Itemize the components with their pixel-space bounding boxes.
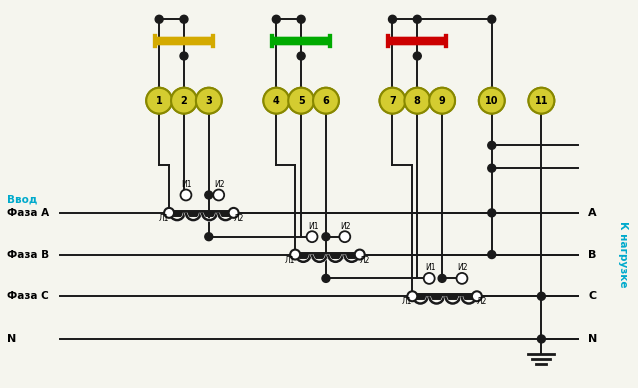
Text: Фаза С: Фаза С — [7, 291, 49, 301]
Circle shape — [488, 141, 496, 149]
Text: 10: 10 — [485, 96, 498, 106]
Text: N: N — [7, 334, 17, 344]
Circle shape — [413, 15, 421, 23]
Circle shape — [380, 88, 405, 114]
Circle shape — [290, 249, 300, 260]
Circle shape — [322, 233, 330, 241]
Text: 8: 8 — [414, 96, 420, 106]
Circle shape — [488, 15, 496, 23]
Circle shape — [413, 52, 421, 60]
Circle shape — [313, 88, 339, 114]
Circle shape — [196, 88, 221, 114]
Text: 3: 3 — [205, 96, 212, 106]
Text: 10: 10 — [485, 96, 498, 106]
Text: Фаза А: Фаза А — [7, 208, 49, 218]
Text: Фаза В: Фаза В — [7, 249, 49, 260]
Text: 11: 11 — [535, 96, 548, 106]
Circle shape — [488, 209, 496, 217]
Circle shape — [313, 88, 339, 114]
Circle shape — [288, 88, 314, 114]
Text: N: N — [588, 334, 597, 344]
Circle shape — [380, 88, 405, 114]
Text: 7: 7 — [389, 96, 396, 106]
Circle shape — [479, 88, 505, 114]
Text: 8: 8 — [414, 96, 420, 106]
Circle shape — [424, 273, 434, 284]
Text: 4: 4 — [273, 96, 279, 106]
Circle shape — [307, 231, 318, 242]
Text: 5: 5 — [298, 96, 304, 106]
Circle shape — [407, 291, 417, 301]
Text: Л1: Л1 — [159, 214, 169, 223]
Circle shape — [263, 88, 289, 114]
Text: И1: И1 — [425, 263, 436, 272]
Text: И2: И2 — [214, 180, 225, 189]
Circle shape — [355, 249, 365, 260]
Text: B: B — [588, 249, 597, 260]
Circle shape — [181, 189, 191, 201]
Circle shape — [180, 15, 188, 23]
Circle shape — [146, 88, 172, 114]
Text: 4: 4 — [273, 96, 279, 106]
Circle shape — [297, 52, 305, 60]
Text: И2: И2 — [341, 222, 351, 231]
Text: К нагрузке: К нагрузке — [618, 221, 628, 288]
Circle shape — [528, 88, 554, 114]
Circle shape — [537, 335, 545, 343]
Circle shape — [429, 88, 455, 114]
Circle shape — [479, 88, 505, 114]
Text: 5: 5 — [298, 96, 304, 106]
Text: Л1: Л1 — [285, 256, 295, 265]
Text: 3: 3 — [205, 96, 212, 106]
Text: 7: 7 — [389, 96, 396, 106]
Circle shape — [297, 15, 305, 23]
Circle shape — [404, 88, 430, 114]
Circle shape — [339, 231, 350, 242]
Circle shape — [389, 15, 396, 23]
Circle shape — [288, 88, 314, 114]
Text: Ввод: Ввод — [7, 195, 38, 205]
Circle shape — [263, 88, 289, 114]
Text: И2: И2 — [457, 263, 468, 272]
Text: 1: 1 — [156, 96, 163, 106]
Text: 9: 9 — [439, 96, 445, 106]
Circle shape — [213, 189, 224, 201]
Circle shape — [155, 15, 163, 23]
Text: A: A — [588, 208, 597, 218]
Circle shape — [228, 208, 239, 218]
Text: 2: 2 — [181, 96, 188, 106]
Text: C: C — [588, 291, 596, 301]
Circle shape — [272, 15, 280, 23]
Circle shape — [457, 273, 468, 284]
Text: 11: 11 — [535, 96, 548, 106]
Circle shape — [205, 191, 212, 199]
Circle shape — [180, 52, 188, 60]
Circle shape — [164, 208, 174, 218]
Circle shape — [528, 88, 554, 114]
Text: Л1: Л1 — [402, 297, 413, 306]
Text: Л2: Л2 — [477, 297, 487, 306]
Circle shape — [146, 88, 172, 114]
Text: 6: 6 — [323, 96, 329, 106]
Circle shape — [404, 88, 430, 114]
Circle shape — [196, 88, 221, 114]
Circle shape — [429, 88, 455, 114]
Text: 6: 6 — [323, 96, 329, 106]
Text: 9: 9 — [439, 96, 445, 106]
Text: И1: И1 — [308, 222, 318, 231]
Circle shape — [438, 274, 446, 282]
Text: 2: 2 — [181, 96, 188, 106]
Circle shape — [537, 292, 545, 300]
Circle shape — [171, 88, 197, 114]
Circle shape — [488, 164, 496, 172]
Text: 1: 1 — [156, 96, 163, 106]
Circle shape — [322, 274, 330, 282]
Text: Л2: Л2 — [234, 214, 244, 223]
Text: И1: И1 — [182, 180, 192, 189]
Text: Л2: Л2 — [359, 256, 370, 265]
Circle shape — [205, 233, 212, 241]
Circle shape — [171, 88, 197, 114]
Circle shape — [488, 251, 496, 258]
Circle shape — [472, 291, 482, 301]
